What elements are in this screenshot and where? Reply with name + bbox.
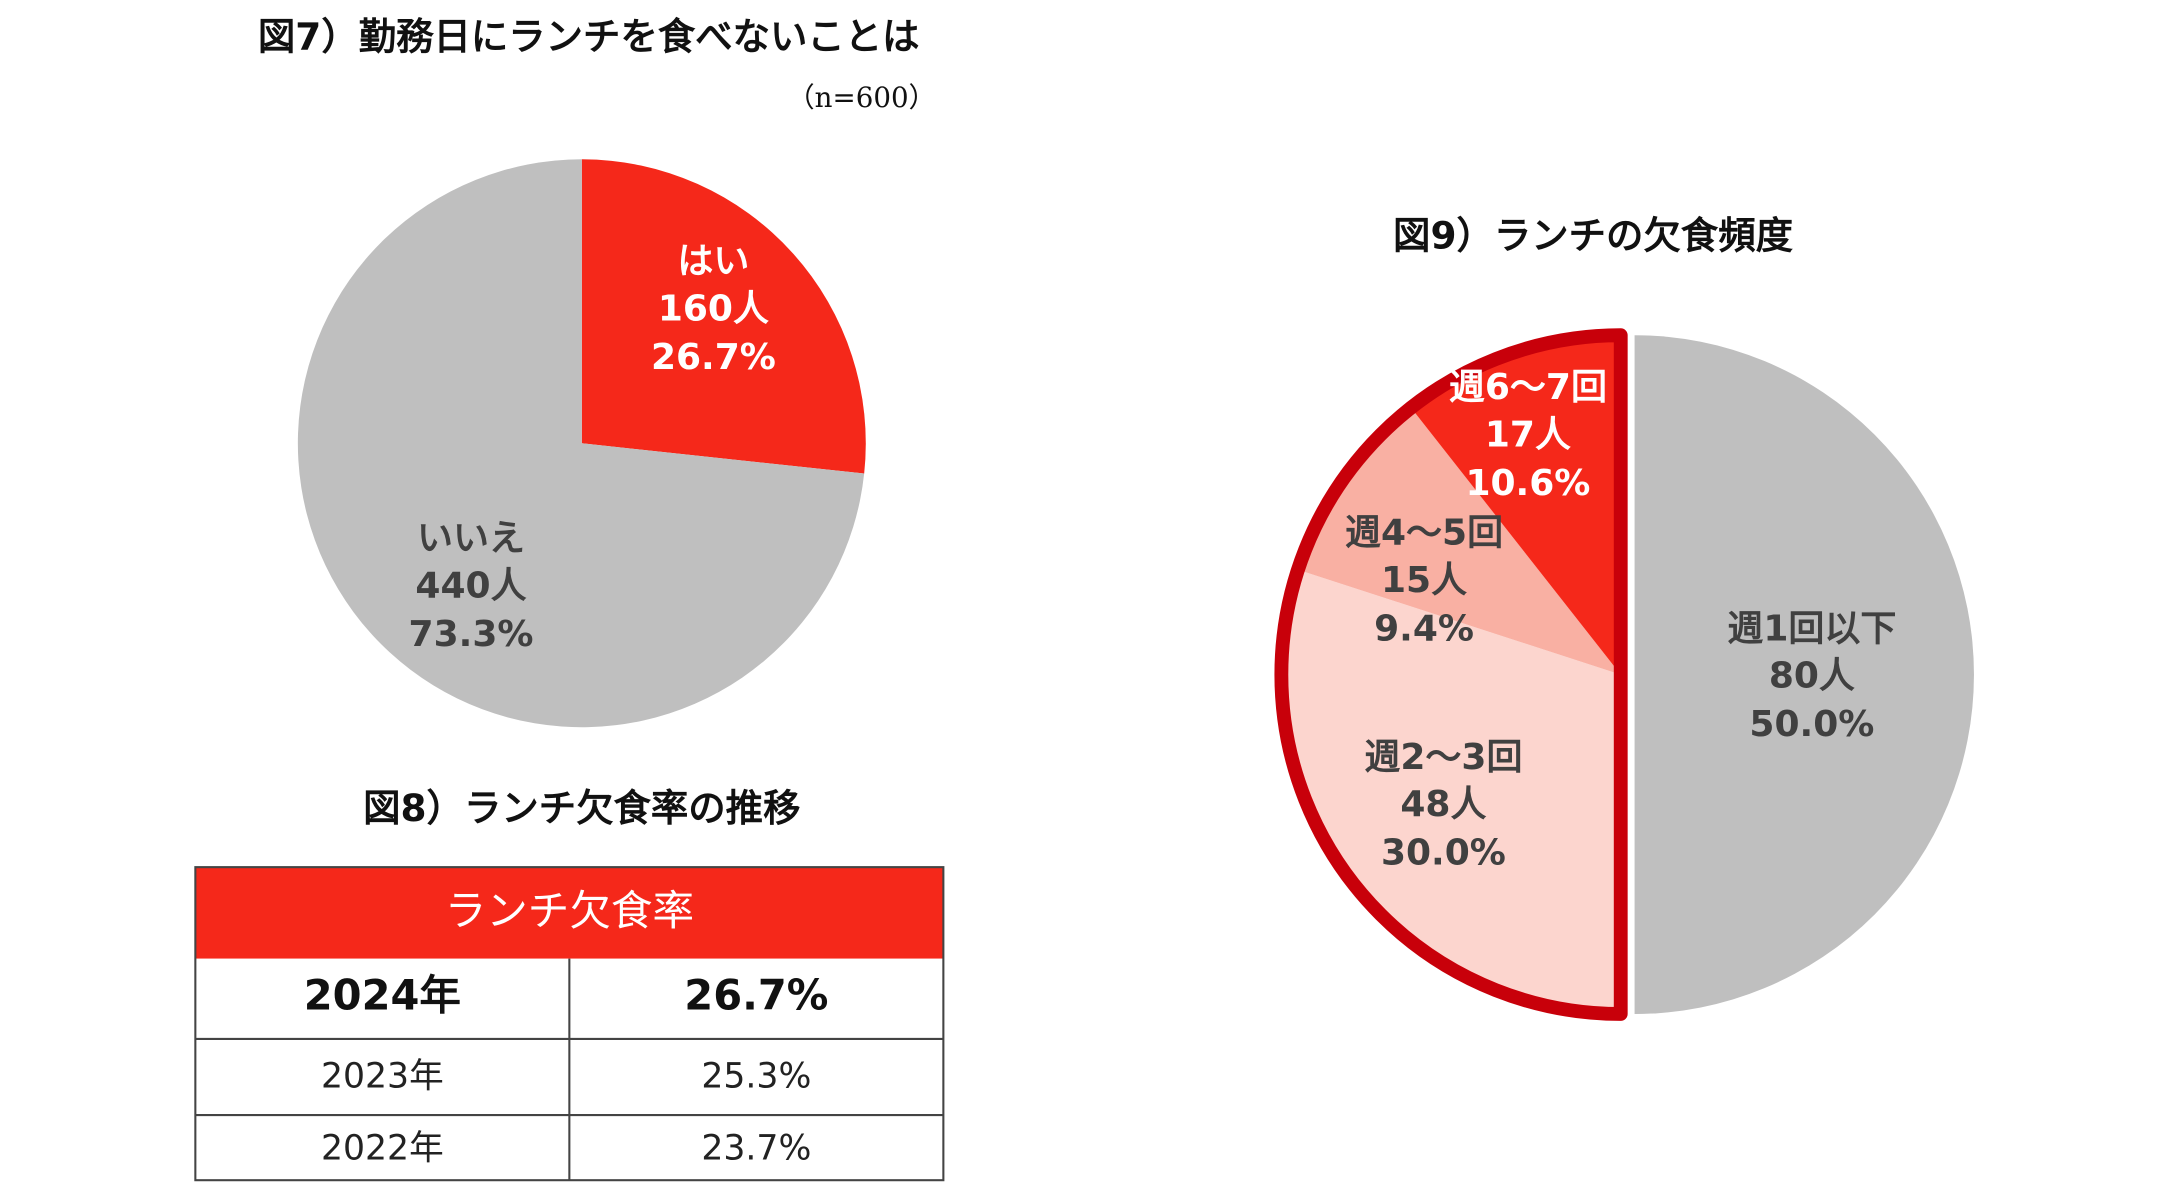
slice-percent: 50.0%: [1749, 704, 1874, 745]
table-cell: 2024年: [304, 971, 461, 1020]
pie-slice: [1297, 407, 1621, 675]
table-header: ランチ欠食率: [445, 886, 694, 935]
table-cell: 23.7%: [701, 1129, 811, 1169]
slice-count: 15人: [1381, 560, 1467, 601]
slice-label: 週1回以下: [1727, 608, 1896, 649]
slice-label: 週4〜5回: [1345, 513, 1503, 554]
slice-label: いいえ: [417, 518, 525, 559]
pie2-title: 図9）ランチの欠食頻度: [1393, 214, 1794, 258]
slice-label: はい: [677, 241, 749, 282]
slice-percent: 9.4%: [1374, 608, 1474, 649]
table-cell: 2022年: [321, 1129, 444, 1169]
slice-percent: 10.6%: [1465, 463, 1590, 504]
slice-percent: 30.0%: [1381, 833, 1506, 874]
slice-label: 週6〜7回: [1449, 367, 1607, 408]
pie-slice: [1411, 335, 1621, 675]
slice-count: 17人: [1485, 414, 1571, 455]
table: ランチ欠食率: [194, 866, 945, 1182]
slice-label: 週2〜3回: [1364, 737, 1522, 778]
table-cell: 2023年: [321, 1057, 444, 1097]
slice-count: 80人: [1769, 655, 1855, 696]
slice-percent: 73.3%: [409, 614, 534, 655]
pie-slice: [581, 159, 866, 474]
table-cell: 25.3%: [701, 1057, 811, 1097]
table-cell: 26.7%: [684, 971, 828, 1020]
pie-slice: [1281, 569, 1621, 1014]
table-header-bg: [195, 867, 944, 959]
slice-count: 48人: [1400, 784, 1486, 825]
pie-slice: [297, 159, 865, 728]
pie-slice: [1634, 335, 1974, 1014]
table-title: 図8）ランチ欠食率の推移: [363, 786, 800, 830]
slice-count: 160人: [658, 288, 769, 329]
highlight-outline: [1274, 328, 1628, 1021]
pie1-subtitle: （n=600）: [787, 81, 936, 114]
pie1-title: 図7）勤務日にランチを食べないことは: [258, 14, 920, 58]
slice-count: 440人: [415, 565, 526, 606]
slice-percent: 26.7%: [651, 337, 776, 378]
